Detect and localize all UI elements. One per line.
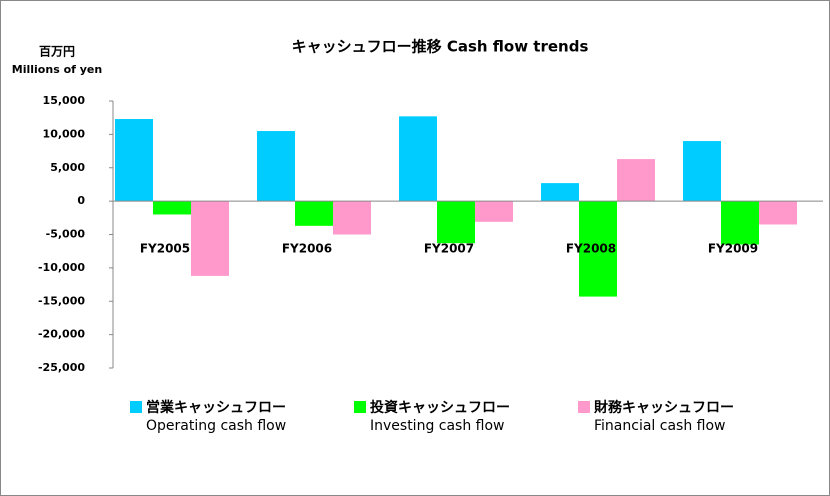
bar	[257, 131, 295, 202]
y-tick-label: 0	[77, 194, 85, 207]
bar	[721, 201, 759, 245]
bar	[617, 159, 655, 202]
y-axis-label: 百万円	[39, 45, 75, 59]
y-tick-label: -20,000	[38, 328, 85, 341]
bar	[295, 201, 333, 226]
legend-label: 営業キャッシュフロー	[146, 399, 286, 416]
bar	[683, 141, 721, 202]
y-tick-label: 15,000	[43, 94, 86, 107]
y-tick-label: -15,000	[38, 294, 85, 307]
bar	[475, 201, 513, 222]
x-tick-label: FY2005	[140, 242, 190, 256]
y-axis-label-en: Millions of yen	[12, 63, 102, 76]
legend-swatch	[354, 401, 366, 413]
bar	[399, 116, 437, 202]
bar	[541, 183, 579, 202]
chart-title: キャッシュフロー推移 Cash flow trends	[292, 38, 589, 56]
bar	[437, 201, 475, 244]
x-tick-label: FY2009	[708, 242, 758, 256]
legend-label-en: Financial cash flow	[594, 418, 725, 434]
y-tick-label: 5,000	[50, 161, 85, 174]
bar	[191, 201, 229, 276]
legend-label: 投資キャッシュフロー	[370, 399, 510, 416]
x-tick-label: FY2008	[566, 242, 616, 256]
y-tick-label: -10,000	[38, 261, 85, 274]
bar	[153, 201, 191, 215]
bar	[333, 201, 371, 235]
x-tick-label: FY2007	[424, 242, 474, 256]
legend-label-en: Investing cash flow	[370, 418, 505, 434]
bar	[759, 201, 797, 225]
x-tick-label: FY2006	[282, 242, 332, 256]
legend-swatch	[578, 401, 590, 413]
bar	[115, 119, 153, 202]
legend-swatch	[130, 401, 142, 413]
legend-label-en: Operating cash flow	[146, 418, 286, 434]
bar	[579, 201, 617, 297]
y-tick-label: -25,000	[38, 361, 85, 374]
y-tick-label: 10,000	[43, 127, 86, 140]
y-tick-label: -5,000	[46, 228, 86, 241]
legend-label: 財務キャッシュフロー	[593, 399, 734, 416]
